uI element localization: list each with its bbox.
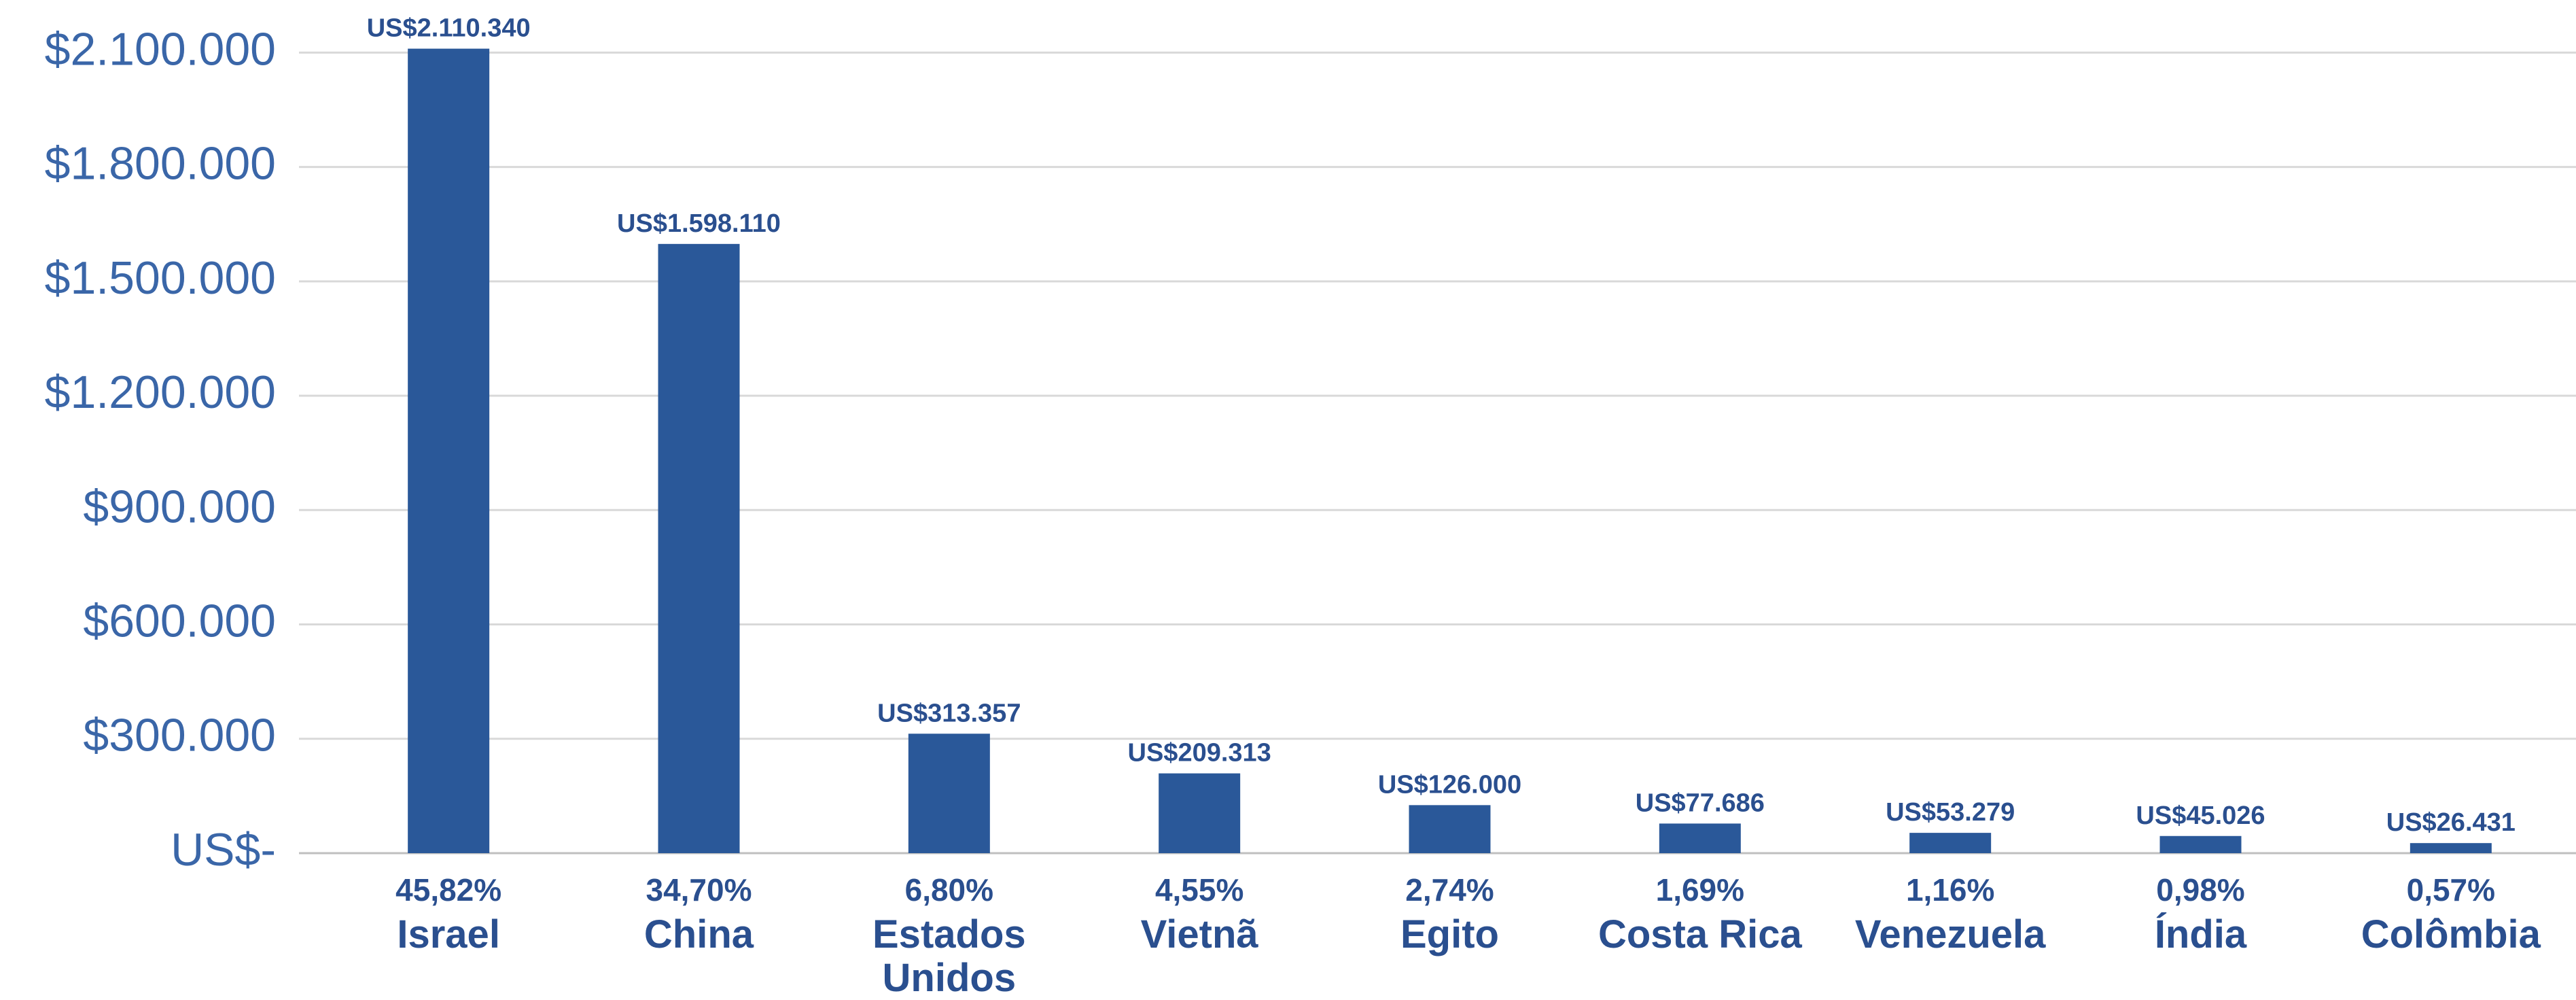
bar — [658, 243, 740, 853]
bar — [908, 734, 990, 853]
value-label: US$26.431 — [2386, 808, 2516, 837]
x-tick-label: Israel — [397, 912, 500, 956]
share-label: 4,55% — [1155, 872, 1243, 908]
y-tick-label: US$- — [171, 824, 276, 876]
value-label: US$2.110.340 — [367, 14, 531, 43]
share-label: 34,70% — [646, 872, 752, 908]
share-label: 45,82% — [395, 872, 501, 908]
value-label: US$1.598.110 — [617, 209, 781, 238]
bar — [1909, 833, 1992, 853]
y-tick-label: $300.000 — [83, 710, 276, 761]
y-tick-label: $900.000 — [83, 481, 276, 532]
x-tick-label: Venezuela — [1854, 912, 2046, 956]
share-label: 1,16% — [1906, 872, 1994, 908]
x-tick-label: Índia — [2154, 912, 2247, 956]
bar — [2159, 835, 2242, 853]
value-label: US$77.686 — [1636, 789, 1765, 817]
share-label: 1,69% — [1656, 872, 1744, 908]
y-tick-label: $1.500.000 — [45, 252, 276, 304]
x-tick-label: Egito — [1400, 912, 1499, 956]
y-tick-label: $1.800.000 — [45, 138, 276, 190]
share-label: 6,80% — [905, 872, 993, 908]
y-tick-label: $600.000 — [83, 596, 276, 647]
share-label: 2,74% — [1405, 872, 1494, 908]
value-label: US$313.357 — [877, 699, 1021, 727]
value-label: US$53.279 — [1886, 798, 2015, 827]
x-tick-label: Costa Rica — [1598, 912, 1802, 956]
value-label: US$126.000 — [1378, 770, 1521, 799]
bar — [408, 48, 490, 853]
bar — [1659, 823, 1741, 853]
bar — [1159, 773, 1241, 853]
value-label: US$45.026 — [2136, 801, 2265, 830]
y-tick-label: $2.100.000 — [45, 23, 276, 75]
bar — [1409, 805, 1491, 853]
share-label: 0,57% — [2407, 872, 2495, 908]
x-tick-label: Vietnã — [1140, 912, 1258, 956]
x-tick-label: China — [643, 912, 754, 956]
x-tick-label: Colômbia — [2361, 912, 2541, 956]
share-label: 0,98% — [2156, 872, 2244, 908]
x-tick-label: Estados Unidos — [872, 912, 1026, 1000]
bar — [2410, 843, 2492, 853]
y-tick-label: $1.200.000 — [45, 366, 276, 418]
value-label: US$209.313 — [1128, 739, 1271, 768]
